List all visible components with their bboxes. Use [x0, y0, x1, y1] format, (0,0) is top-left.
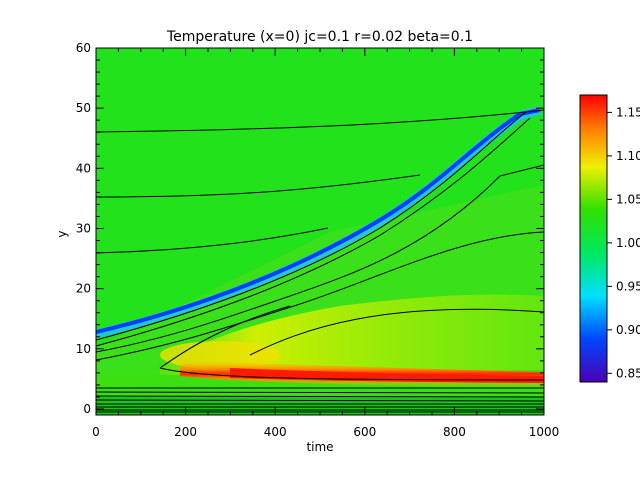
colorbar-gradient — [579, 94, 608, 383]
colorbar-ticks: 0.85 0.90 0.95 1.00 1.05 1.10 1.15 — [607, 105, 640, 380]
y-tick-label: 30 — [76, 221, 91, 235]
y-axis: 0 10 20 30 40 50 60 — [76, 41, 544, 416]
y-tick-label: 60 — [76, 41, 91, 55]
x-axis: 0 200 400 600 800 1000 — [92, 48, 559, 439]
y-tick-label: 20 — [76, 282, 91, 296]
cold-front — [96, 108, 541, 334]
y-tick-label: 50 — [76, 101, 91, 115]
y-tick-label: 0 — [83, 402, 91, 416]
x-tick-label: 0 — [92, 425, 100, 439]
y-tick-label: 10 — [76, 342, 91, 356]
heatmap-area — [96, 48, 544, 415]
x-tick-label: 1000 — [529, 425, 560, 439]
colorbar: 0.85 0.90 0.95 1.00 1.05 1.10 1.15 — [579, 94, 640, 383]
x-tick-label: 800 — [443, 425, 466, 439]
colorbar-tick-label: 0.95 — [616, 279, 640, 293]
x-tick-label: 600 — [353, 425, 376, 439]
contours — [96, 109, 544, 413]
colorbar-tick-label: 1.05 — [616, 192, 640, 206]
colorbar-tick-label: 0.90 — [616, 323, 640, 337]
x-tick-label: 400 — [264, 425, 287, 439]
colorbar-tick-label: 0.85 — [616, 366, 640, 380]
colorbar-tick-label: 1.00 — [616, 236, 640, 250]
x-axis-label: time — [306, 440, 333, 454]
hot-core — [230, 368, 544, 383]
y-tick-label: 40 — [76, 161, 91, 175]
colorbar-tick-label: 1.15 — [616, 105, 640, 119]
chart-title: Temperature (x=0) jc=0.1 r=0.02 beta=0.1 — [166, 29, 473, 45]
colorbar-tick-label: 1.10 — [616, 149, 640, 163]
y-axis-label: y — [55, 230, 69, 237]
x-tick-label: 200 — [174, 425, 197, 439]
